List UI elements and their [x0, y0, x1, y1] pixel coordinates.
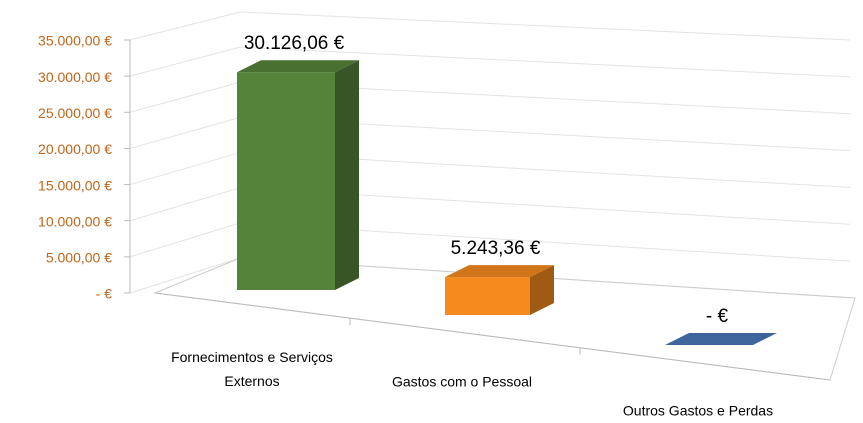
y-tick-label: - € [96, 286, 113, 302]
grid-line [129, 46, 851, 78]
bar-top [237, 60, 359, 73]
bar [445, 277, 530, 315]
bar-side [530, 265, 554, 315]
y-tick-label: 20.000,00 € [38, 141, 112, 157]
floor-front [154, 292, 831, 381]
y-tick-label: 35.000,00 € [38, 33, 112, 49]
bar-top [445, 265, 554, 278]
bar-side [335, 60, 359, 290]
y-tick-label: 5.000,00 € [46, 250, 112, 266]
grid-line [129, 11, 851, 41]
x-tick-label: Gastos com o Pessoal [392, 374, 532, 390]
x-tick-label: Fornecimentos e Serviços Externos [171, 349, 333, 389]
value-label: - € [706, 306, 729, 327]
value-label: 30.126,06 € [244, 33, 345, 54]
y-tick-label: 25.000,00 € [38, 105, 112, 121]
x-tick-label: Outros Gastos e Perdas [623, 403, 773, 419]
y-tick-label: 15.000,00 € [38, 177, 112, 193]
y-tick-label: 10.000,00 € [38, 213, 112, 229]
bar-top [665, 333, 777, 345]
value-label: 5.243,36 € [451, 238, 541, 259]
bar [237, 72, 335, 290]
y-tick-label: 30.000,00 € [38, 69, 112, 85]
